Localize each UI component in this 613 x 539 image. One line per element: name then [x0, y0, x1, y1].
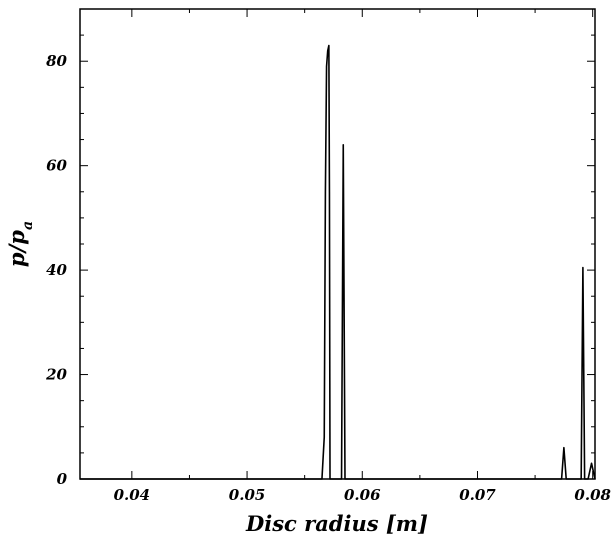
x-tick-label: 0.05 [229, 486, 266, 504]
x-tick-label: 0.07 [459, 486, 496, 504]
x-tick-label: 0.08 [574, 486, 611, 504]
series-line-0 [80, 44, 596, 480]
y-axis-title: p/pa [4, 221, 36, 267]
y-tick-label: 40 [46, 261, 67, 279]
y-tick-label: 0 [57, 470, 68, 488]
x-tick-label: 0.06 [344, 486, 381, 504]
x-axis: 0.04 0.05 0.06 0.07 0.08 [114, 9, 612, 504]
plot-frame [79, 8, 596, 480]
x-axis-title: Disc radius [m] [245, 511, 428, 536]
y-axis-title-main: p/p [4, 230, 29, 267]
chart-marks [80, 44, 596, 480]
y-tick-label: 20 [45, 366, 67, 384]
y-tick-label: 60 [46, 157, 67, 175]
y-axis-title-subscript: a [20, 221, 36, 230]
y-axis: 0 20 40 60 80 [45, 8, 595, 488]
x-tick-label: 0.04 [114, 486, 151, 504]
y-tick-label: 80 [46, 52, 67, 70]
